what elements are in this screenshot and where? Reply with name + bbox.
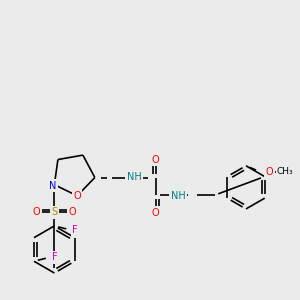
Text: O: O bbox=[33, 207, 40, 217]
Text: F: F bbox=[52, 252, 57, 262]
Text: NH: NH bbox=[127, 172, 142, 182]
Text: O: O bbox=[68, 207, 76, 217]
Text: O: O bbox=[152, 155, 160, 165]
Text: O: O bbox=[266, 167, 273, 177]
Text: CH₃: CH₃ bbox=[277, 167, 293, 176]
Text: F: F bbox=[72, 225, 78, 235]
Text: O: O bbox=[74, 191, 81, 201]
Text: S: S bbox=[51, 207, 57, 217]
Text: O: O bbox=[152, 208, 160, 218]
Text: NH: NH bbox=[171, 191, 186, 201]
Text: N: N bbox=[49, 181, 56, 191]
